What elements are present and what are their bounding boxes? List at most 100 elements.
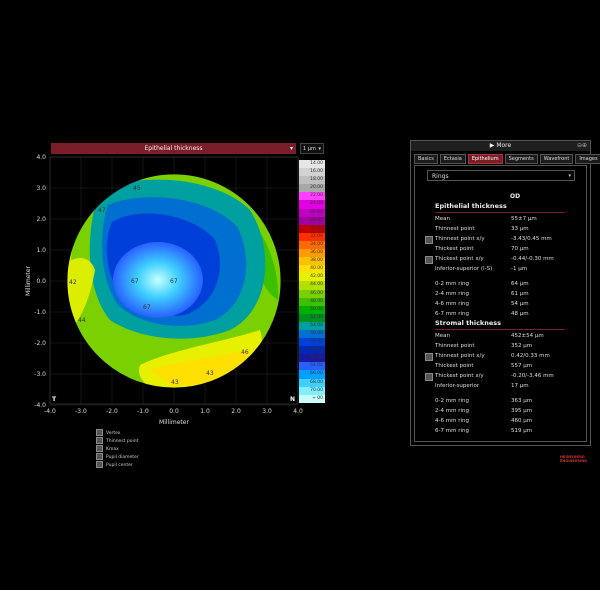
scale-step: 40.00 [299, 265, 325, 274]
more-header[interactable]: ▶ More ⊖⊕ [411, 141, 590, 151]
metric-label: Thickest point x/y [435, 256, 484, 262]
metric-row: Thinnest point 33 µm [435, 225, 585, 234]
metric-label: Inferior-superior (I-S) [435, 266, 493, 272]
metric-value: 352 µm [511, 343, 533, 349]
legend-pupil-diameter[interactable]: Pupil diameter [96, 453, 139, 461]
od-column-header: OD [510, 193, 521, 200]
scale-step: 42.00 [299, 273, 325, 282]
scale-step: 28.00 [299, 216, 325, 225]
rings-dropdown[interactable]: Rings ▾ [427, 170, 575, 181]
checkbox[interactable] [425, 236, 433, 244]
legend-label: Thinnest point [106, 439, 139, 444]
metric-label: 6-7 mm ring [435, 311, 469, 317]
metric-value: 557 µm [511, 363, 533, 369]
legend-label: Pupil center [106, 463, 133, 468]
metric-label: Mean [435, 216, 450, 222]
y-tick-label: -4.0 [34, 402, 46, 409]
section-divider [435, 329, 565, 330]
x-tick-label: -3.0 [75, 408, 87, 415]
tab-segments[interactable]: Segments [504, 154, 538, 164]
scale-step: 60.00 [299, 346, 325, 355]
tab-wavefront[interactable]: Wavefront [539, 154, 574, 164]
checkbox[interactable] [425, 256, 433, 264]
scale-step: 68.00 [299, 378, 325, 387]
scale-step: 24.00 [299, 200, 325, 209]
y-tick-label: -3.0 [34, 371, 46, 378]
scale-step: 62.00 [299, 354, 325, 363]
y-tick-label: -2.0 [34, 340, 46, 347]
scale-step: 56.00 [299, 329, 325, 339]
metric-value: 452±54 µm [511, 333, 544, 339]
tab-basics[interactable]: Basics [414, 154, 438, 164]
scale-step: 22.00 [299, 192, 325, 201]
metric-value: -3.43/0.45 mm [511, 236, 552, 242]
metric-value: 54 µm [511, 301, 529, 307]
legend-kmax[interactable]: Kmax [96, 445, 139, 453]
legend-label: Kmax [106, 447, 119, 452]
y-tick-label: 4.0 [36, 154, 46, 161]
thickness-colormap [67, 174, 281, 388]
nasal-marker: N [290, 396, 295, 403]
map-value: 46 [241, 349, 249, 356]
y-tick-label: -1.0 [34, 309, 46, 316]
metric-row: 0-2 mm ring 64 µm [435, 280, 585, 289]
tab-epithelium[interactable]: Epithelium [467, 154, 503, 164]
tab-ectasia[interactable]: Ectasia [439, 154, 466, 164]
map-value: 44 [78, 317, 86, 324]
metric-label: 4-6 mm ring [435, 301, 469, 307]
x-tick-label: 0.0 [169, 408, 179, 415]
metric-row: 0-2 mm ring 363 µm [435, 397, 585, 406]
metric-value: 460 µm [511, 418, 533, 424]
checkbox[interactable] [96, 445, 103, 452]
legend-pupil-center[interactable]: Pupil center [96, 461, 139, 469]
checkbox[interactable] [96, 453, 103, 460]
scale-step: 34.00 [299, 240, 325, 250]
more-label: More [496, 142, 512, 149]
scale-step: 52.00 [299, 313, 325, 322]
legend-thinnest-point[interactable]: Thinnest point [96, 437, 139, 445]
map-type-dropdown[interactable]: Epithelial thickness ▾ [51, 143, 296, 154]
x-tick-label: 4.0 [293, 408, 303, 415]
epithelial-section-title: Epithelial thickness [435, 202, 507, 210]
scale-step: 64.00 [299, 362, 325, 371]
metric-value: 61 µm [511, 291, 529, 297]
map-value: 43 [171, 379, 179, 386]
metric-label: Thinnest point x/y [435, 353, 485, 359]
map-value: 67 [143, 304, 151, 311]
metric-label: Thickest point x/y [435, 373, 484, 379]
metric-value: 0.42/0.33 mm [511, 353, 550, 359]
metric-value: 70 µm [511, 246, 529, 252]
checkbox[interactable] [96, 437, 103, 444]
step-unit-dropdown[interactable]: 1 µm ▾ [300, 143, 324, 154]
logo-line: ENGINEERING [560, 459, 588, 463]
scale-step: 38.00 [299, 257, 325, 266]
zoom-icons[interactable]: ⊖⊕ [576, 142, 587, 149]
map-value: 45 [133, 185, 141, 192]
metric-value: 55±7 µm [511, 216, 537, 222]
y-tick-label: 0.0 [36, 278, 46, 285]
scale-step: 66.00 [299, 370, 325, 379]
scale-step: 70.00 [299, 386, 325, 395]
scale-step: 26.00 [299, 208, 325, 217]
map-value: 47 [98, 207, 106, 214]
legend-label: Pupil diameter [106, 455, 139, 460]
checkbox[interactable] [96, 461, 103, 468]
checkbox[interactable] [425, 373, 433, 381]
map-value: 67 [131, 278, 139, 285]
scale-step: 54.00 [299, 321, 325, 330]
x-axis-label: Millimeter [159, 419, 189, 426]
x-tick-label: 1.0 [200, 408, 210, 415]
metric-row: Thinnest point x/y 0.42/0.33 mm [425, 352, 585, 361]
checkbox[interactable] [425, 353, 433, 361]
checkbox[interactable] [96, 429, 103, 436]
metric-label: 0-2 mm ring [435, 281, 469, 287]
metric-label: 0-2 mm ring [435, 398, 469, 404]
legend-vertex[interactable]: Vertex [96, 429, 139, 437]
metric-value: -0.44/-0.30 mm [511, 256, 554, 262]
metric-value: 64 µm [511, 281, 529, 287]
metric-row: Thinnest point x/y -3.43/0.45 mm [425, 235, 585, 244]
overlay-legend: Vertex Thinnest point Kmax Pupil diamete… [96, 429, 139, 469]
y-axis-ticks: 4.0 3.0 2.0 1.0 0.0 -1.0 -2.0 -3.0 -4.0 [34, 154, 46, 409]
tab-images[interactable]: Images [575, 154, 600, 164]
